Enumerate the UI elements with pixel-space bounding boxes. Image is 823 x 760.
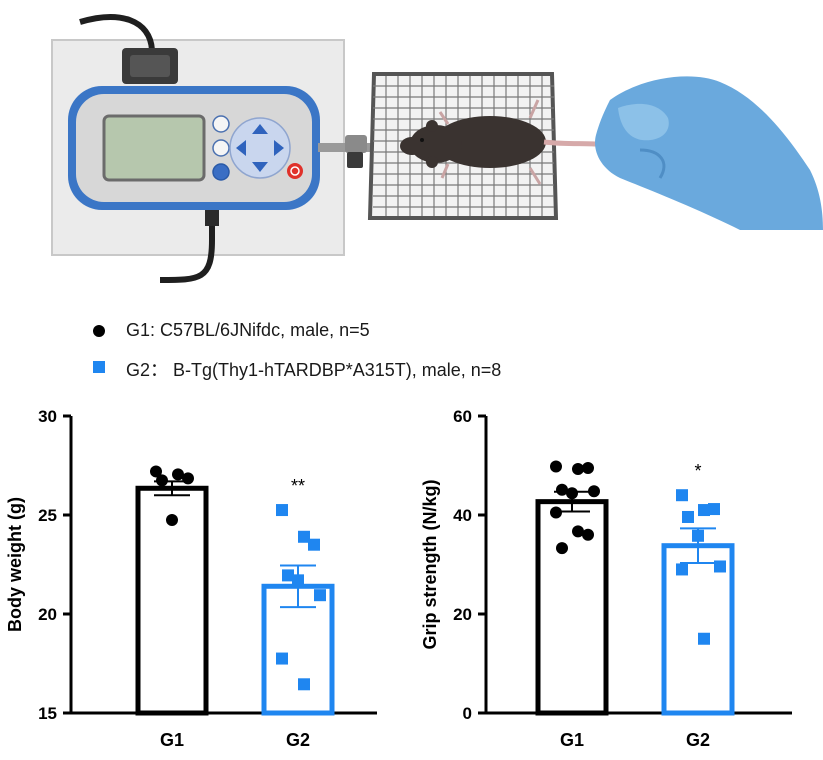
data-point-g2 <box>298 678 310 691</box>
dpad-down-icon <box>252 162 268 172</box>
data-point-g2 <box>314 589 326 602</box>
y-tick-label: 0 <box>463 704 472 723</box>
grip-strength-meter-illustration <box>51 14 823 283</box>
y-axis-label: Body weight (g) <box>5 497 25 632</box>
grip-strength-chart: 0 20 40 60 Grip strength (N/kg) G1 G2 * <box>420 407 792 750</box>
data-point-g2 <box>714 560 726 573</box>
meter-dpad <box>229 117 291 179</box>
x-tick-label-g2: G2 <box>286 730 310 750</box>
data-point-g1 <box>166 513 178 526</box>
y-tick-label: 20 <box>453 605 472 624</box>
data-point-g1 <box>182 472 194 485</box>
data-point-g1 <box>582 528 594 541</box>
y-tick-label: 20 <box>38 605 57 624</box>
bottom-cable <box>159 205 215 283</box>
y-tick-label: 40 <box>453 506 472 525</box>
circle-marker-icon <box>93 325 105 337</box>
gloved-hand-illustration <box>595 76 823 230</box>
dpad-left-icon <box>236 140 246 156</box>
legend-label-g2: G2： B-Tg(Thy1-hTARDBP*A315T), male, n=8 <box>126 360 502 380</box>
data-point-g2 <box>698 504 710 517</box>
data-point-g2 <box>676 489 688 502</box>
data-point-g1 <box>582 461 594 474</box>
meter-button-2 <box>212 139 230 157</box>
data-point-g1 <box>156 474 168 487</box>
power-button-icon <box>287 163 303 179</box>
data-point-g1 <box>550 506 562 519</box>
y-axis-label: Grip strength (N/kg) <box>420 479 440 649</box>
legend-item-g1: G1: C57BL/6JNifdc, male, n=5 <box>88 312 788 348</box>
data-point-g1 <box>588 485 600 498</box>
meter-lcd-screen <box>102 114 206 182</box>
data-point-g1 <box>566 487 578 500</box>
data-point-g1 <box>550 460 562 473</box>
significance-label: ** <box>291 476 305 496</box>
top-cable <box>79 14 155 51</box>
x-tick-label-g1: G1 <box>560 730 584 750</box>
meter-button-3 <box>212 163 230 181</box>
x-tick-label-g2: G2 <box>686 730 710 750</box>
data-point-g2 <box>676 563 688 576</box>
data-point-g1 <box>572 462 584 475</box>
mouse-illustration <box>400 99 647 185</box>
data-point-g1 <box>150 465 162 478</box>
legend: G1: C57BL/6JNifdc, male, n=5 G2： B-Tg(Th… <box>88 312 788 384</box>
data-point-g1 <box>556 483 568 496</box>
y-tick-label: 15 <box>38 704 57 723</box>
dpad-up-icon <box>252 124 268 134</box>
data-point-g2 <box>276 652 288 665</box>
bar-g2 <box>661 543 735 716</box>
data-point-g2 <box>276 504 288 517</box>
data-point-g2 <box>698 632 710 645</box>
data-point-g2 <box>708 503 720 516</box>
square-marker-icon <box>93 361 105 373</box>
data-point-g2 <box>298 530 310 543</box>
x-tick-label-g1: G1 <box>160 730 184 750</box>
body-weight-chart: 15 20 25 30 Body weight (g) G1 G2 ** <box>5 407 377 750</box>
legend-item-g2: G2： B-Tg(Thy1-hTARDBP*A315T), male, n=8 <box>88 348 788 384</box>
significance-label: * <box>694 461 701 481</box>
bar-g1 <box>535 499 609 716</box>
data-point-g1 <box>556 542 568 555</box>
meter-button-1 <box>212 115 230 133</box>
legend-label-g1: G1: C57BL/6JNifdc, male, n=5 <box>126 320 370 340</box>
data-point-g2 <box>292 574 304 587</box>
data-point-g2 <box>692 529 704 542</box>
data-point-g2 <box>308 538 320 551</box>
data-point-g2 <box>282 569 294 582</box>
y-tick-label: 25 <box>38 506 57 525</box>
data-point-g1 <box>172 468 184 481</box>
y-tick-label: 30 <box>38 407 57 426</box>
dpad-right-icon <box>274 140 284 156</box>
y-tick-label: 60 <box>453 407 472 426</box>
data-point-g2 <box>682 510 694 523</box>
data-point-g1 <box>572 525 584 538</box>
